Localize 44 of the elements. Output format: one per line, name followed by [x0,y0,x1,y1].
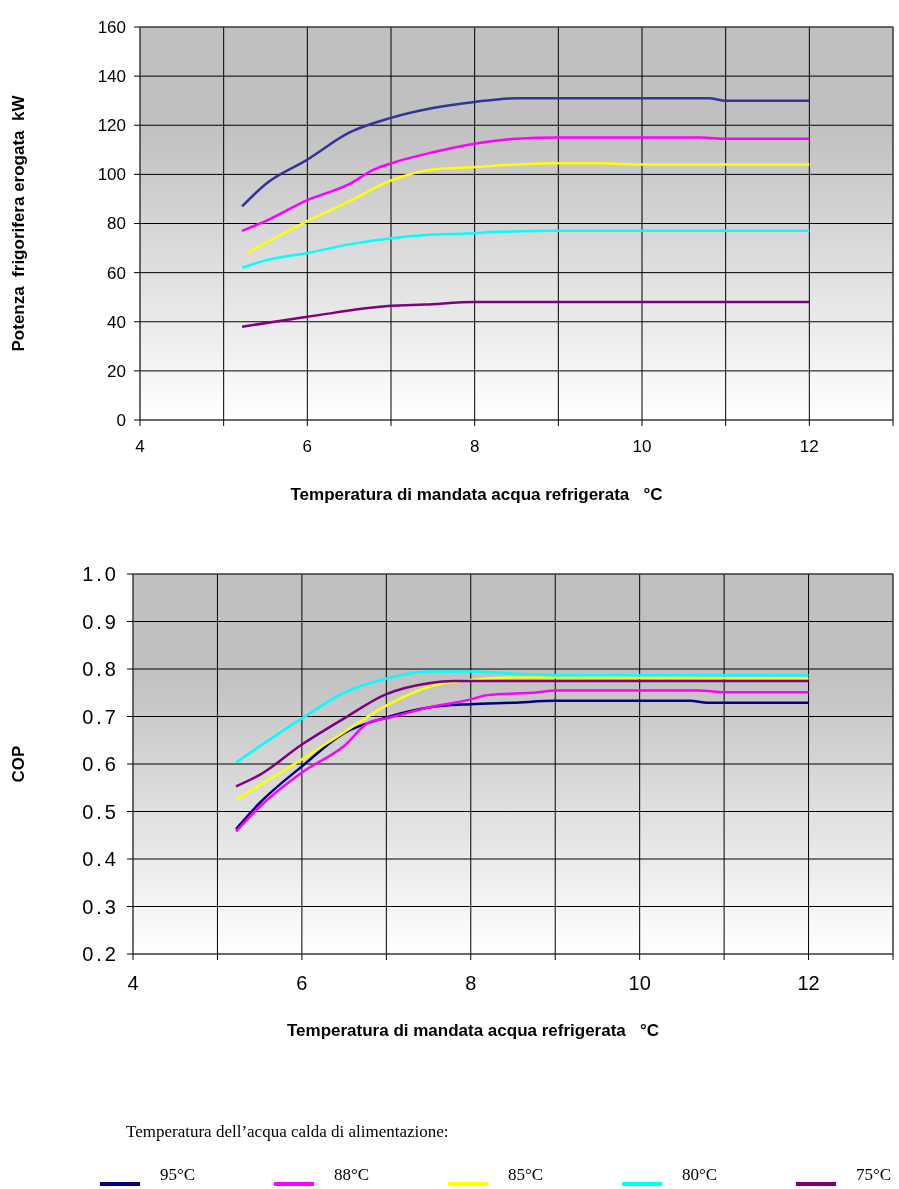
x-tick-label: 6 [302,437,313,456]
y-tick-label: 140 [97,67,126,87]
y-tick-label: 0.7 [82,705,119,728]
y-tick-label: 0.2 [82,943,119,965]
y-tick-label: 40 [107,312,126,332]
x-axis-title: Temperatura di mandata acqua refrigerata °C [290,485,663,504]
x-tick-label: 6 [296,972,308,994]
x-tick-label: 8 [469,437,480,456]
legend-label: 88°C [334,1165,370,1184]
y-tick-label: 0.8 [82,658,119,680]
line-series [234,670,810,764]
line-series [240,300,811,328]
legend-label: 75°C [856,1165,892,1184]
legend-label: 85°C [508,1165,544,1184]
y-tick-label: 160 [97,17,126,37]
legend-title: Temperatura dell’acqua calda di alimentazione: [126,1122,449,1141]
y-axis-title: Potenza frigorifera erogata kW [9,94,28,352]
line-series [245,162,811,255]
y-tick-label: 80 [107,214,126,234]
y-tick-label: 60 [107,263,126,283]
x-tick-label: 4 [135,437,145,456]
legend-label: 80°C [682,1165,718,1184]
x-tick-label: 12 [799,437,819,456]
x-tick-label: 4 [127,972,139,994]
y-tick-label: 0.4 [82,848,119,870]
y-tick-label: 0.9 [82,610,119,633]
x-axis-title: Temperatura di mandata acqua refrigerata °C [286,1021,660,1040]
x-tick-label: 10 [632,437,652,456]
y-tick-label: 0.6 [82,753,119,775]
line-series [240,229,811,269]
line-series [240,136,811,233]
y-tick-label: 1.0 [82,563,119,585]
y-tick-label: 0 [116,410,126,430]
y-axis-title: COP [9,745,28,783]
x-tick-label: 10 [628,972,651,994]
legend-label: 95°C [160,1165,196,1184]
y-tick-label: 100 [97,165,126,185]
x-tick-label: 8 [465,972,477,994]
line-series [240,96,811,208]
y-tick-label: 0.3 [82,895,119,918]
x-tick-label: 12 [797,972,820,994]
y-tick-label: 20 [107,361,126,381]
y-tick-label: 0.5 [82,800,119,823]
y-tick-label: 120 [97,116,126,136]
